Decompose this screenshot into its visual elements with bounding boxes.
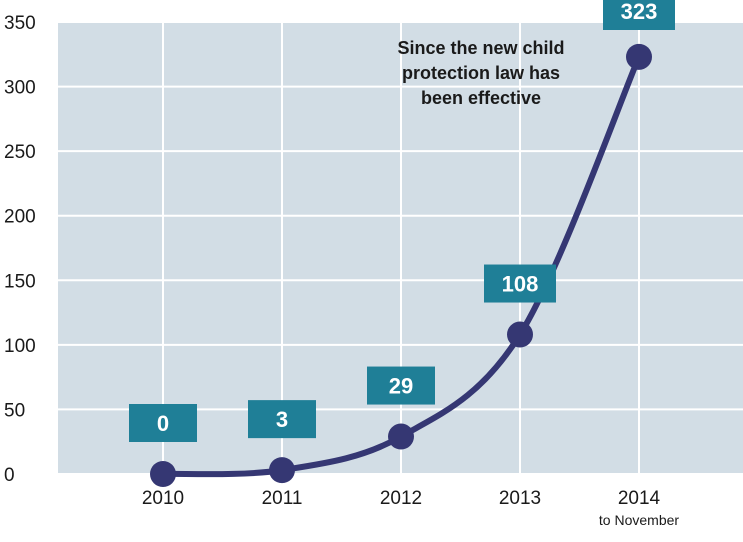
x-tick-label: 2013 [499, 488, 541, 509]
x-tick-label: 2011 [262, 488, 303, 509]
data-label-box [248, 400, 316, 439]
data-label: 108 [502, 272, 539, 297]
chart-annotation: Since the new child protection law has bee… [397, 38, 564, 108]
data-label-box [367, 366, 435, 405]
y-tick-label: 100 [4, 336, 36, 357]
y-tick-label: 350 [4, 13, 36, 34]
annotation-line: Since the new child [397, 38, 564, 58]
data-points [150, 43, 652, 487]
y-tick-label: 300 [4, 78, 36, 99]
series-line [160, 53, 642, 478]
y-tick-label: 50 [4, 400, 25, 421]
data-label: 29 [389, 374, 413, 399]
data-point [626, 43, 652, 70]
annotation-line: been effective [421, 88, 541, 108]
x-tick-label: 2010 [142, 488, 184, 509]
y-axis: 0 50 100 150 200 250 300 350 [4, 13, 36, 486]
data-point [388, 423, 414, 450]
data-point [269, 457, 295, 484]
y-tick-label: 200 [4, 207, 36, 228]
x-tick-sublabel: to November [599, 512, 679, 528]
data-label: 3 [276, 407, 288, 432]
data-point [150, 461, 176, 487]
y-tick-label: 150 [4, 271, 36, 292]
y-tick-label: 250 [4, 142, 36, 163]
y-tick-label: 0 [4, 465, 15, 486]
data-label: 323 [621, 0, 658, 24]
x-tick-label: 2012 [380, 488, 422, 509]
data-labels: 0 3 29 108 323 [129, 0, 675, 442]
data-label-box [484, 264, 556, 303]
x-axis: 2010 2011 2012 2013 2014 to November [142, 488, 680, 528]
x-tick-label: 2014 [618, 488, 661, 509]
data-label: 0 [157, 411, 169, 436]
data-label-box [129, 404, 197, 442]
annotation-line: protection law has [402, 63, 560, 83]
data-point [507, 321, 533, 348]
data-label-box [603, 0, 675, 30]
